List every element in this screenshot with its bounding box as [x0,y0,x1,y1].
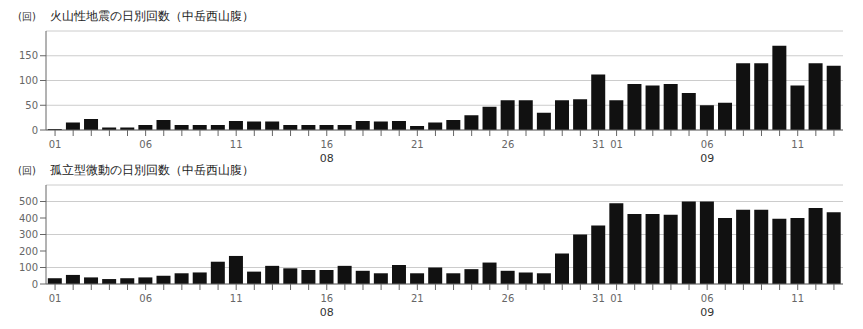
svg-text:26: 26 [502,293,515,304]
svg-text:400: 400 [19,213,38,224]
svg-text:150: 150 [19,50,38,61]
svg-text:06: 06 [139,139,152,150]
svg-text:11: 11 [230,139,243,150]
svg-text:09: 09 [700,306,714,316]
svg-text:11: 11 [230,293,243,304]
svg-text:11: 11 [791,293,804,304]
svg-text:01: 01 [610,293,623,304]
svg-text:11: 11 [791,139,804,150]
html-text:(回): (回) [18,11,36,22]
svg-text:31: 31 [592,293,605,304]
svg-text:500: 500 [19,196,38,207]
svg-text:06: 06 [701,139,714,150]
svg-text:0: 0 [32,125,38,136]
svg-text:06: 06 [701,293,714,304]
svg-text:01: 01 [49,293,62,304]
svg-text:01: 01 [49,139,62,150]
svg-text:08: 08 [320,306,334,316]
svg-text:06: 06 [139,293,152,304]
html-text:(回): (回) [18,165,36,176]
svg-text:31: 31 [592,139,605,150]
svg-text:21: 21 [411,293,424,304]
svg-text:100: 100 [19,262,38,273]
svg-text:50: 50 [25,100,38,111]
svg-text:01: 01 [610,139,623,150]
svg-text:200: 200 [19,246,38,257]
svg-text:0: 0 [32,279,38,290]
html-text:孤立型微動の日別回数（中岳西山腹）: 孤立型微動の日別回数（中岳西山腹） [49,163,254,177]
svg-text:26: 26 [502,139,515,150]
svg-text:300: 300 [19,229,38,240]
svg-text:16: 16 [320,293,333,304]
svg-text:09: 09 [700,152,714,162]
svg-text:100: 100 [19,75,38,86]
html-text:火山性地震の日別回数（中岳西山腹）: 火山性地震の日別回数（中岳西山腹） [49,9,254,23]
svg-text:21: 21 [411,139,424,150]
svg-text:16: 16 [320,139,333,150]
svg-text:08: 08 [320,152,334,162]
